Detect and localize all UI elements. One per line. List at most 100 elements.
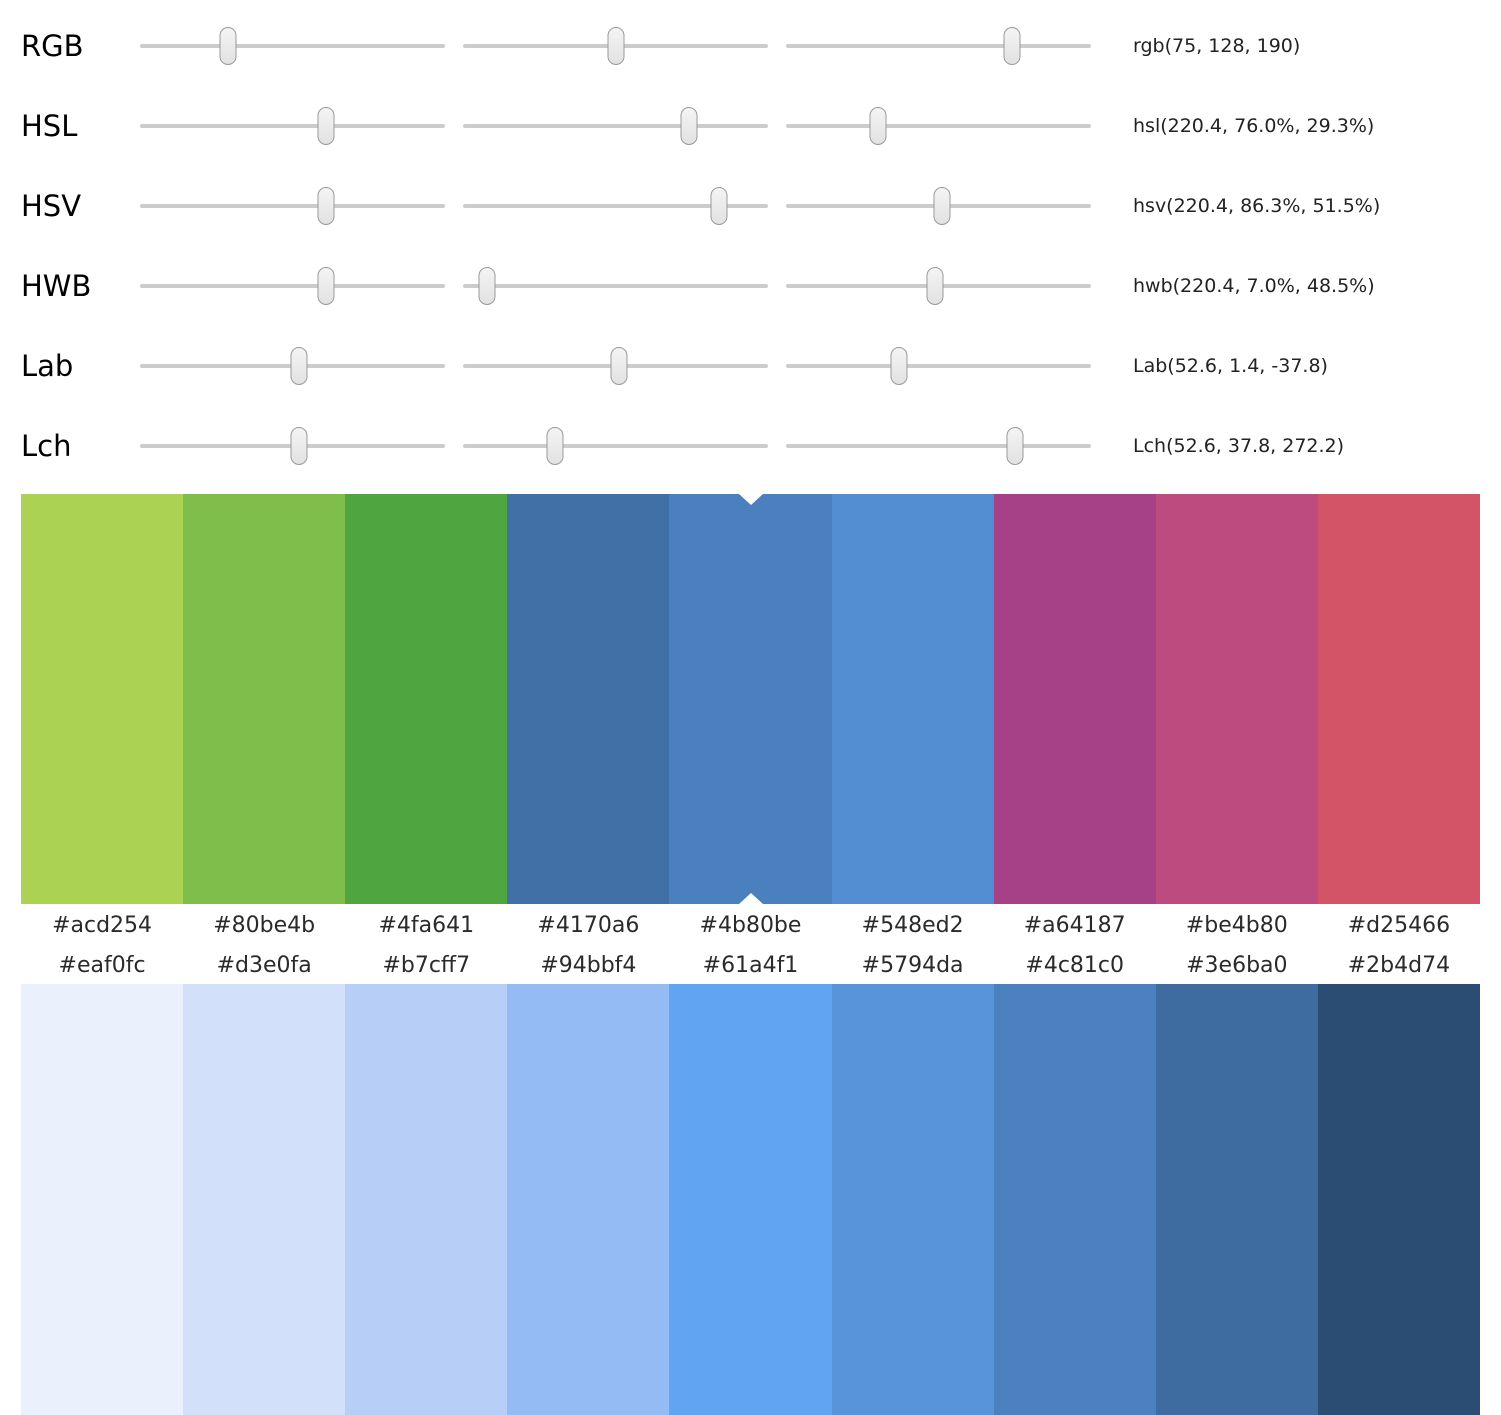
palette-swatch[interactable] bbox=[183, 984, 346, 1415]
slider-tracks bbox=[140, 424, 1109, 468]
slider-track[interactable] bbox=[463, 264, 768, 308]
swatch-hex-label: #eaf0fc bbox=[58, 952, 146, 978]
colorspace-label: HWB bbox=[21, 269, 92, 303]
slider-thumb[interactable] bbox=[219, 27, 237, 65]
swatch-hex-label: #d3e0fa bbox=[216, 952, 312, 978]
slider-row: RGB rgb(75, 128, 190) bbox=[21, 6, 1501, 86]
colorspace-label: HSL bbox=[21, 109, 78, 143]
slider-thumb[interactable] bbox=[478, 267, 496, 305]
slider-row: HSV hsv(220.4, 86.3%, 51.5%) bbox=[21, 166, 1501, 246]
color-value-text: Lch(52.6, 37.8, 272.2) bbox=[1133, 435, 1345, 457]
color-value-text: hsv(220.4, 86.3%, 51.5%) bbox=[1133, 195, 1381, 217]
swatch-hex-label: #d25466 bbox=[1347, 912, 1451, 938]
palette-swatch[interactable] bbox=[1155, 494, 1318, 904]
slider-row: HWB hwb(220.4, 7.0%, 48.5%) bbox=[21, 246, 1501, 326]
palette-swatch[interactable] bbox=[1317, 984, 1480, 1415]
hue-palette bbox=[21, 494, 1480, 904]
swatch-hex-label: #5794da bbox=[861, 952, 964, 978]
slider-thumb[interactable] bbox=[890, 347, 908, 385]
swatch-hex-label: #b7cff7 bbox=[382, 952, 471, 978]
slider-track[interactable] bbox=[140, 264, 445, 308]
palette-swatch[interactable] bbox=[183, 494, 346, 904]
slider-thumb[interactable] bbox=[546, 427, 563, 465]
colorspace-label: Lch bbox=[21, 429, 72, 463]
slider-row: Lab Lab(52.6, 1.4, -37.8) bbox=[21, 326, 1501, 406]
palette-swatch[interactable] bbox=[993, 494, 1156, 904]
palette-swatch[interactable] bbox=[669, 494, 832, 904]
slider-track[interactable] bbox=[786, 424, 1091, 468]
color-value-text: Lab(52.6, 1.4, -37.8) bbox=[1133, 355, 1328, 377]
swatch-hex-label: #80be4b bbox=[213, 912, 316, 938]
slider-thumb[interactable] bbox=[1003, 27, 1021, 65]
slider-tracks bbox=[140, 344, 1109, 388]
slider-track[interactable] bbox=[140, 344, 445, 388]
slider-thumb[interactable] bbox=[290, 427, 308, 465]
slider-track[interactable] bbox=[786, 24, 1091, 68]
slider-track[interactable] bbox=[140, 424, 445, 468]
palette-swatch[interactable] bbox=[345, 984, 508, 1415]
swatch-hex-label: #4fa641 bbox=[378, 912, 475, 938]
palette-swatch[interactable] bbox=[21, 494, 184, 904]
slider-track[interactable] bbox=[463, 24, 768, 68]
slider-track[interactable] bbox=[463, 104, 768, 148]
slider-thumb[interactable] bbox=[869, 107, 886, 145]
slider-row: HSL hsl(220.4, 76.0%, 29.3%) bbox=[21, 86, 1501, 166]
slider-thumb[interactable] bbox=[317, 107, 335, 145]
slider-tracks bbox=[140, 264, 1109, 308]
swatch-hex-label: #2b4d74 bbox=[1347, 952, 1451, 978]
swatch-hex-label: #be4b80 bbox=[1185, 912, 1288, 938]
colorspace-label: Lab bbox=[21, 349, 74, 383]
palette-swatch[interactable] bbox=[993, 984, 1156, 1415]
swatch-hex-label: #61a4f1 bbox=[702, 952, 799, 978]
slider-track[interactable] bbox=[786, 104, 1091, 148]
hue-palette-labels: #acd254 #80be4b #4fa641 #4170a6 #4b80be #548e… bbox=[21, 904, 1480, 946]
palette-swatch[interactable] bbox=[669, 984, 832, 1415]
slider-thumb[interactable] bbox=[926, 267, 944, 305]
slider-thumb[interactable] bbox=[680, 107, 698, 145]
slider-thumb[interactable] bbox=[1006, 427, 1024, 465]
slider-track[interactable] bbox=[463, 344, 768, 388]
slider-thumb[interactable] bbox=[933, 187, 951, 225]
slider-track[interactable] bbox=[140, 184, 445, 228]
slider-thumb[interactable] bbox=[317, 187, 335, 225]
slider-tracks bbox=[140, 184, 1109, 228]
tone-palette-labels: #eaf0fc #d3e0fa #b7cff7 #94bbf4 #61a4f1 #5794… bbox=[21, 946, 1480, 984]
palette-swatch[interactable] bbox=[21, 984, 184, 1415]
colorspace-label: RGB bbox=[21, 29, 84, 63]
slider-tracks bbox=[140, 24, 1109, 68]
slider-track[interactable] bbox=[463, 184, 768, 228]
slider-thumb[interactable] bbox=[607, 27, 624, 65]
swatch-hex-label: #acd254 bbox=[52, 912, 153, 938]
slider-track[interactable] bbox=[140, 24, 445, 68]
swatch-hex-label: #548ed2 bbox=[861, 912, 964, 938]
slider-thumb[interactable] bbox=[710, 187, 728, 225]
slider-row: Lch Lch(52.6, 37.8, 272.2) bbox=[21, 406, 1501, 486]
slider-track[interactable] bbox=[140, 104, 445, 148]
palette-swatch[interactable] bbox=[831, 494, 994, 904]
swatch-hex-label: #4c81c0 bbox=[1025, 952, 1125, 978]
swatch-hex-label: #4170a6 bbox=[537, 912, 640, 938]
tone-palette bbox=[21, 984, 1480, 1415]
swatch-hex-label: #94bbf4 bbox=[540, 952, 637, 978]
slider-track[interactable] bbox=[786, 344, 1091, 388]
palette-swatch[interactable] bbox=[507, 494, 670, 904]
palette-swatch[interactable] bbox=[1317, 494, 1480, 904]
colorspace-label: HSV bbox=[21, 189, 82, 223]
swatch-hex-label: #4b80be bbox=[699, 912, 802, 938]
color-value-text: hsl(220.4, 76.0%, 29.3%) bbox=[1133, 115, 1375, 137]
palette-swatch[interactable] bbox=[507, 984, 670, 1415]
slider-track[interactable] bbox=[463, 424, 768, 468]
slider-thumb[interactable] bbox=[290, 347, 308, 385]
color-sliders-panel: RGB rgb(75, 128, 190) HSL bbox=[0, 0, 1501, 486]
slider-track[interactable] bbox=[786, 184, 1091, 228]
color-value-text: hwb(220.4, 7.0%, 48.5%) bbox=[1133, 275, 1375, 297]
slider-thumb[interactable] bbox=[610, 347, 628, 385]
palette-swatch[interactable] bbox=[345, 494, 508, 904]
swatch-hex-label: #a64187 bbox=[1023, 912, 1126, 938]
slider-track[interactable] bbox=[786, 264, 1091, 308]
slider-thumb[interactable] bbox=[317, 267, 335, 305]
palette-swatch[interactable] bbox=[1155, 984, 1318, 1415]
palette-swatch[interactable] bbox=[831, 984, 994, 1415]
color-value-text: rgb(75, 128, 190) bbox=[1133, 35, 1301, 57]
